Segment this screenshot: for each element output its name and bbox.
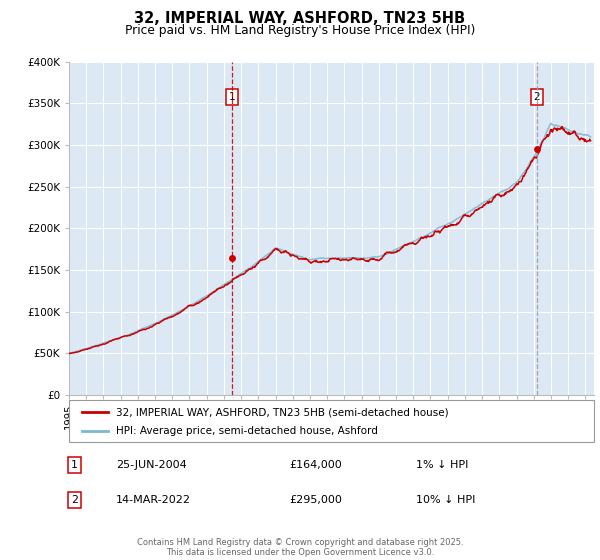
Text: 2: 2 [71, 495, 77, 505]
Text: 25-JUN-2004: 25-JUN-2004 [116, 460, 187, 470]
Text: HPI: Average price, semi-detached house, Ashford: HPI: Average price, semi-detached house,… [116, 427, 378, 436]
Text: 1% ↓ HPI: 1% ↓ HPI [415, 460, 468, 470]
Text: 10% ↓ HPI: 10% ↓ HPI [415, 495, 475, 505]
Text: 32, IMPERIAL WAY, ASHFORD, TN23 5HB: 32, IMPERIAL WAY, ASHFORD, TN23 5HB [134, 11, 466, 26]
Text: Price paid vs. HM Land Registry's House Price Index (HPI): Price paid vs. HM Land Registry's House … [125, 24, 475, 36]
Text: 14-MAR-2022: 14-MAR-2022 [116, 495, 191, 505]
Text: 32, IMPERIAL WAY, ASHFORD, TN23 5HB (semi-detached house): 32, IMPERIAL WAY, ASHFORD, TN23 5HB (sem… [116, 407, 449, 417]
Text: 1: 1 [229, 92, 235, 101]
Text: £164,000: £164,000 [290, 460, 342, 470]
Text: 2: 2 [534, 92, 541, 101]
Text: £295,000: £295,000 [290, 495, 343, 505]
Text: 1: 1 [71, 460, 77, 470]
Text: Contains HM Land Registry data © Crown copyright and database right 2025.
This d: Contains HM Land Registry data © Crown c… [137, 538, 463, 557]
